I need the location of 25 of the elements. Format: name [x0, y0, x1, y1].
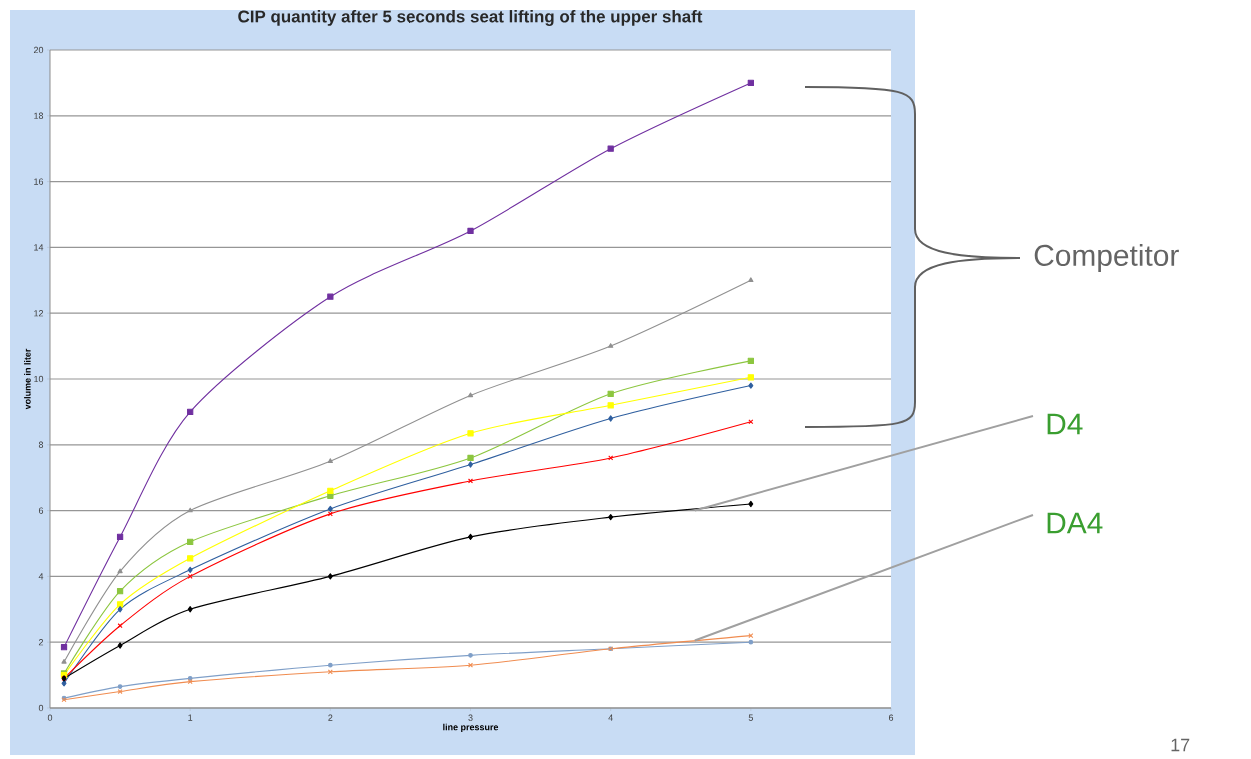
y-tick-label: 4: [38, 573, 44, 580]
x-tick-label: 2: [328, 714, 333, 721]
x-axis-title: line pressure: [443, 723, 499, 733]
x-tick-label: 3: [468, 714, 473, 721]
text: Competitor: [1034, 244, 1179, 272]
y-tick-label: 14: [34, 244, 44, 251]
y-tick-label: 2: [38, 639, 44, 646]
y-tick-label: 20: [33, 46, 44, 54]
x-tick-label: 4: [608, 714, 613, 721]
y-tick-label: 12: [34, 310, 44, 317]
chart-title: CIP quantity after 5 seconds seat lifting of the upper shaft: [238, 10, 703, 26]
y-tick-label: 0: [38, 704, 44, 712]
y-tick-label: 10: [34, 375, 44, 383]
x-tick-label: 0: [47, 714, 53, 721]
x-tick-label: 1: [188, 714, 193, 721]
x-tick-label: 5: [748, 714, 753, 721]
y-tick-label: 16: [34, 178, 44, 185]
text: 17: [1171, 738, 1190, 752]
y-tick-label: 18: [34, 112, 44, 119]
y-axis-title: volume in liter: [24, 348, 31, 410]
y-tick-label: 6: [38, 507, 44, 514]
annotation: D4: [1047, 413, 1083, 435]
x-tick-label: 6: [888, 714, 894, 721]
annotation: DA4: [1047, 512, 1103, 534]
y-tick-label: 8: [38, 441, 44, 448]
